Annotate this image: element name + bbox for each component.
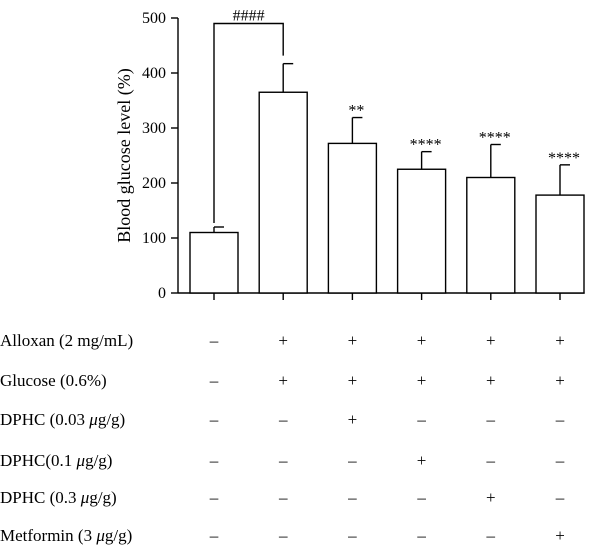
- treatment-mark: –: [486, 526, 496, 545]
- y-tick-label: 100: [142, 230, 166, 247]
- treatment-row-label: DPHC (0.3 μg/g): [0, 488, 117, 507]
- significance-label: ****: [548, 150, 580, 167]
- treatment-mark: +: [417, 371, 427, 390]
- bar: [189, 231, 239, 294]
- treatment-row-label: DPHC(0.1 μg/g): [0, 451, 112, 470]
- significance-label: **: [348, 103, 364, 120]
- treatment-row-label: Metformin (3 μg/g): [0, 526, 132, 545]
- bar: [396, 168, 447, 294]
- treatment-mark: +: [278, 331, 288, 350]
- treatment-mark: –: [278, 488, 288, 507]
- treatment-mark: –: [416, 410, 426, 429]
- y-axis-label: Blood glucose level (%): [114, 68, 135, 242]
- treatment-mark: –: [486, 451, 496, 470]
- bar: [466, 176, 516, 294]
- y-tick-label: 0: [158, 285, 166, 302]
- chart-bars: [189, 62, 585, 294]
- treatment-mark: +: [486, 371, 496, 390]
- comparison-label: ####: [233, 8, 265, 25]
- treatment-row-label: DPHC (0.03 μg/g): [0, 410, 125, 429]
- treatment-mark: +: [278, 371, 288, 390]
- treatment-mark: +: [348, 331, 358, 350]
- chart-annotations: ****** ********####: [213, 8, 580, 223]
- treatment-mark: –: [209, 488, 219, 507]
- significance-label: ****: [410, 137, 442, 154]
- y-tick-label: 300: [142, 120, 166, 137]
- y-tick-label: 400: [142, 65, 166, 82]
- treatment-mark: +: [486, 331, 496, 350]
- treatment-mark: –: [555, 451, 565, 470]
- chart-axes: 0 100 200 300 400 500 Blood glucose level (%): [114, 10, 585, 302]
- treatment-mark: –: [416, 526, 426, 545]
- y-tick-label: 200: [142, 175, 166, 192]
- treatment-mark: –: [278, 526, 288, 545]
- treatment-mark: –: [209, 371, 219, 390]
- treatment-mark: –: [555, 410, 565, 429]
- treatment-mark: +: [348, 410, 358, 429]
- treatment-table: Alloxan (2 mg/mL) – + + + + + Glucose (0.6%) – + +…: [0, 331, 565, 545]
- treatment-row-label: Alloxan (2 mg/mL): [0, 331, 133, 350]
- treatment-mark: –: [209, 331, 219, 350]
- bar: [327, 142, 378, 294]
- comparison-bracket: [213, 22, 284, 223]
- treatment-mark: +: [555, 331, 565, 350]
- treatment-mark: +: [486, 488, 496, 507]
- treatment-mark: –: [209, 451, 219, 470]
- treatment-mark: +: [555, 371, 565, 390]
- treatment-mark: +: [417, 451, 427, 470]
- bar: [535, 194, 585, 294]
- treatment-mark: –: [278, 451, 288, 470]
- treatment-mark: –: [347, 451, 357, 470]
- treatment-mark: –: [209, 526, 219, 545]
- treatment-mark: –: [555, 488, 565, 507]
- treatment-mark: –: [278, 410, 288, 429]
- treatment-mark: –: [416, 488, 426, 507]
- treatment-mark: –: [347, 488, 357, 507]
- treatment-mark: +: [417, 331, 427, 350]
- treatment-mark: –: [209, 410, 219, 429]
- treatment-mark: +: [555, 526, 565, 545]
- treatment-mark: –: [486, 410, 496, 429]
- bar: [258, 91, 308, 294]
- treatment-row-label: Glucose (0.6%): [0, 371, 107, 390]
- y-tick-label: 500: [142, 10, 166, 27]
- significance-label: ****: [479, 130, 511, 147]
- treatment-mark: –: [347, 526, 357, 545]
- treatment-mark: +: [348, 371, 358, 390]
